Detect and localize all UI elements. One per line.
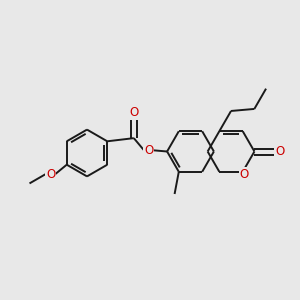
Text: O: O [144, 144, 154, 157]
Text: O: O [129, 106, 138, 119]
Text: O: O [276, 145, 285, 158]
Text: O: O [46, 168, 55, 181]
Text: O: O [240, 168, 249, 181]
